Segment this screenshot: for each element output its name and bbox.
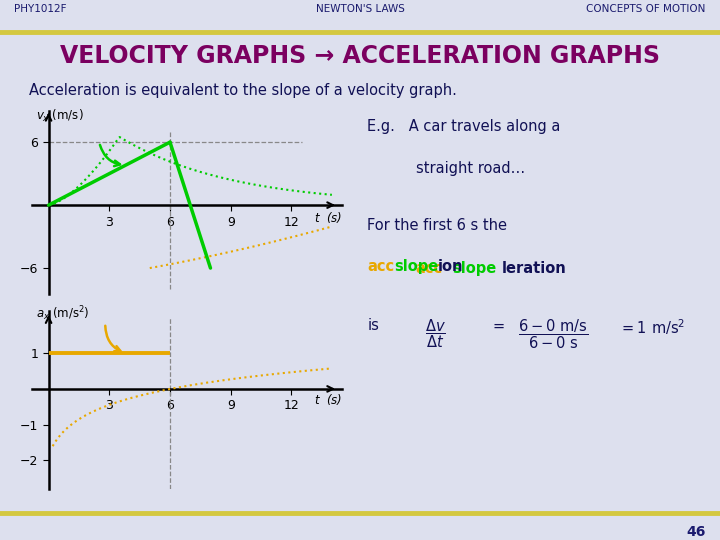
Text: NEWTON'S LAWS: NEWTON'S LAWS [315,4,405,14]
Text: ion: ion [438,259,463,274]
Text: slope: slope [395,259,438,274]
Text: leration: leration [503,261,567,276]
Text: PHY1012F: PHY1012F [14,4,67,14]
Text: acc: acc [367,259,395,274]
Text: acc: acc [416,261,443,276]
Text: $a_x$ (m/s$^2$): $a_x$ (m/s$^2$) [37,305,90,323]
Text: For the first 6 s the: For the first 6 s the [367,218,507,233]
Text: E.g.   A car travels along a: E.g. A car travels along a [367,119,561,134]
Text: $v_x$ (m/s): $v_x$ (m/s) [37,108,84,124]
Text: $t$  (s): $t$ (s) [314,211,342,225]
Text: 46: 46 [686,525,706,539]
Text: slope: slope [452,261,496,276]
Text: $\dfrac{6 - 0 \ \mathrm{m/s}}{6 - 0 \ \mathrm{s}}$: $\dfrac{6 - 0 \ \mathrm{m/s}}{6 - 0 \ \m… [518,318,588,352]
Text: $t$  (s): $t$ (s) [314,392,342,407]
Text: VELOCITY GRAPHS → ACCELERATION GRAPHS: VELOCITY GRAPHS → ACCELERATION GRAPHS [60,44,660,68]
Text: straight road…: straight road… [416,161,525,176]
Text: $=$: $=$ [490,318,505,333]
Text: $\dfrac{\Delta v}{\Delta t}$: $\dfrac{\Delta v}{\Delta t}$ [425,318,446,350]
Text: $= 1 \ \mathrm{m/s}^2$: $= 1 \ \mathrm{m/s}^2$ [619,318,685,338]
Text: CONCEPTS OF MOTION: CONCEPTS OF MOTION [586,4,706,14]
Text: is: is [367,318,379,333]
Text: Acceleration is equivalent to the slope of a velocity graph.: Acceleration is equivalent to the slope … [29,83,456,98]
